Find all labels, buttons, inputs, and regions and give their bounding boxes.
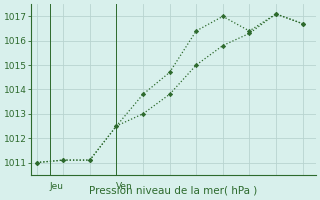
X-axis label: Pression niveau de la mer( hPa ): Pression niveau de la mer( hPa ) (90, 186, 258, 196)
Text: Ven: Ven (116, 182, 133, 191)
Text: Jeu: Jeu (50, 182, 64, 191)
